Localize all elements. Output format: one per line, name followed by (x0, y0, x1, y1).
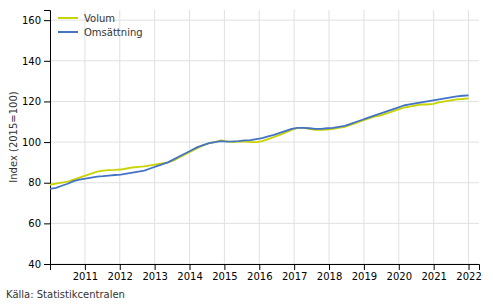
tick: 40 (28, 259, 50, 270)
tick-label: 2018 (317, 271, 342, 282)
tick-mark (469, 264, 470, 270)
tick-label: 60 (28, 218, 41, 229)
legend-label: Volum (84, 13, 115, 24)
chart: 2011 2012 2013 2014 2015 2016 2017 2018 2019 2020… (0, 0, 493, 304)
legend: Volum Omsättning (58, 13, 143, 38)
tick: 2020 (387, 264, 412, 282)
tick-mark (44, 101, 50, 102)
tick: 2016 (247, 264, 272, 282)
tick-label: 2021 (421, 271, 446, 282)
axis-domain (51, 265, 480, 271)
tick-mark (329, 264, 330, 270)
tick-mark (399, 264, 400, 270)
grid-line-x (398, 10, 399, 264)
tick: 60 (28, 218, 50, 229)
grid-line-y (50, 60, 479, 61)
tick: 2021 (421, 264, 446, 282)
tick-label: 2016 (247, 271, 272, 282)
legend-swatch (58, 17, 78, 19)
grid-line-x (189, 10, 190, 264)
source-note: Källa: Statistikcentralen (6, 289, 125, 300)
tick: 80 (28, 177, 50, 188)
tick-label: 2017 (282, 271, 307, 282)
tick-mark (44, 20, 50, 21)
x-axis: 2011 2012 2013 2014 2015 2016 2017 2018 2019 2020… (51, 264, 482, 282)
tick: 160 (22, 15, 50, 26)
tick: 2012 (108, 264, 133, 282)
tick-label: 2011 (73, 271, 98, 282)
tick-label: 160 (22, 15, 41, 26)
tick-mark (85, 264, 86, 270)
grid-line-y (50, 142, 479, 143)
tick-mark (44, 183, 50, 184)
tick-mark (44, 264, 50, 265)
tick-mark (224, 264, 225, 270)
tick-label: 2013 (142, 271, 167, 282)
tick-label: 2020 (387, 271, 412, 282)
tick: 2018 (317, 264, 342, 282)
grid-line-x (224, 10, 225, 264)
legend-swatch (58, 31, 78, 33)
grid-line-x (468, 10, 469, 264)
tick-label: 120 (22, 96, 41, 107)
grid-line-x (329, 10, 330, 264)
tick: 2017 (282, 264, 307, 282)
grid-line-y (50, 101, 479, 102)
series-line (50, 98, 469, 184)
tick-label: 2019 (352, 271, 377, 282)
tick: 2013 (142, 264, 167, 282)
grid-line-x (363, 10, 364, 264)
axis-domain (44, 11, 51, 265)
grid (50, 10, 479, 264)
tick: 2019 (352, 264, 377, 282)
tick: 2022 (456, 264, 481, 282)
grid-line-y (50, 223, 479, 224)
tick-mark (44, 142, 50, 143)
tick-label: 2014 (177, 271, 202, 282)
tick-mark (155, 264, 156, 270)
tick: 120 (22, 96, 50, 107)
tick: 2011 (73, 264, 98, 282)
tick-label: 2015 (212, 271, 237, 282)
tick-label: 140 (22, 56, 41, 67)
y-axis: 40 60 80 100 120 140 160 (22, 11, 51, 270)
grid-line-x (119, 10, 120, 264)
tick: 100 (22, 137, 50, 148)
grid-line-y (50, 182, 479, 183)
tick-mark (44, 223, 50, 224)
tick-mark (294, 264, 295, 270)
grid-line-x (154, 10, 155, 264)
legend-item: Omsättning (58, 27, 143, 38)
plot: 2011 2012 2013 2014 2015 2016 2017 2018 2019 2020… (22, 10, 482, 282)
tick-mark (434, 264, 435, 270)
grid-line-x (433, 10, 434, 264)
tick-label: 2022 (456, 271, 481, 282)
tick-label: 100 (22, 137, 41, 148)
tick-label: 2012 (108, 271, 133, 282)
tick-mark (190, 264, 191, 270)
grid-line-x (294, 10, 295, 264)
lines (50, 95, 469, 188)
legend-item: Volum (58, 13, 115, 24)
series-line (50, 95, 469, 188)
y-axis-title: Index (2015=100) (8, 91, 19, 183)
tick-mark (259, 264, 260, 270)
tick: 140 (22, 56, 50, 67)
tick: 2015 (212, 264, 237, 282)
tick-mark (120, 264, 121, 270)
tick-mark (364, 264, 365, 270)
tick-label: 40 (28, 259, 41, 270)
tick-label: 80 (28, 177, 41, 188)
tick: 2014 (177, 264, 202, 282)
grid-line-x (84, 10, 85, 264)
tick-mark (44, 61, 50, 62)
grid-line-x (259, 10, 260, 264)
legend-label: Omsättning (84, 27, 143, 38)
